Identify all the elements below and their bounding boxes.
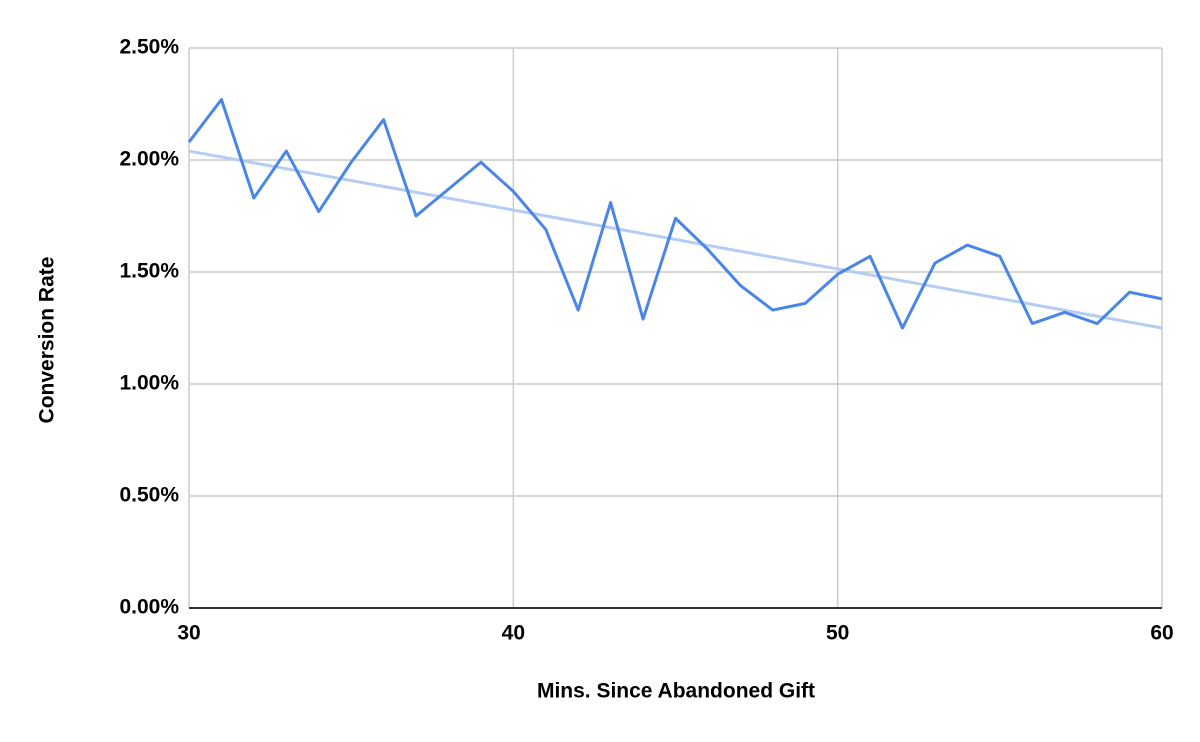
x-axis-title: Mins. Since Abandoned Gift [537, 680, 815, 703]
y-tick-label: 0.00% [119, 596, 179, 619]
y-tick-label: 1.00% [119, 372, 179, 395]
x-tick-label: 40 [502, 622, 525, 645]
y-axis-title: Conversion Rate [36, 257, 59, 424]
data-line [187, 98, 1163, 330]
y-tick-label: 2.00% [119, 148, 179, 171]
y-tick-label: 1.50% [119, 260, 179, 283]
y-tick-label: 0.50% [119, 484, 179, 507]
trendline [188, 149, 1163, 330]
y-tick-label: 2.50% [119, 36, 179, 59]
x-tick-label: 60 [1150, 622, 1173, 645]
x-tick-label: 50 [826, 622, 849, 645]
x-tick-label: 30 [177, 622, 200, 645]
